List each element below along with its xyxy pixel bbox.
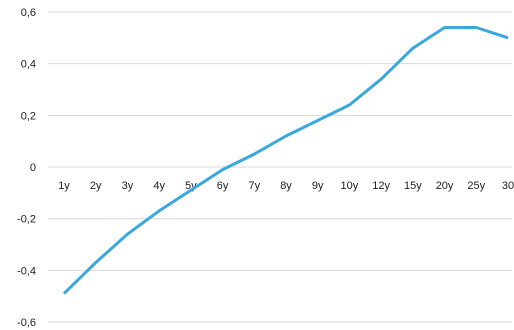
x-axis-tick-labels: 1y 2y 3y 4y 5y 6y 7y 8y 9y 10y 12y 15y 20y 25y 30 [58,180,514,192]
x-tick-label: 7y [248,180,260,192]
x-tick-label: 10y [341,180,359,192]
x-tick-label: 9y [312,180,324,192]
x-tick-label: 3y [122,180,134,192]
x-tick-label: 8y [280,180,292,192]
x-tick-label: 12y [372,180,390,192]
x-tick-label: 1y [58,180,70,192]
y-tick-label: 0,4 [21,59,36,71]
x-tick-label: 20y [436,180,454,192]
x-tick-label: 2y [90,180,102,192]
series-layer [62,26,509,295]
y-tick-label: -0,2 [17,214,36,226]
gridlines [48,11,512,323]
x-tick-label: 4y [153,180,165,192]
y-tick-label: 0,2 [21,110,36,122]
y-tick-label: -0,6 [17,317,36,329]
y-tick-label: 0 [30,162,36,174]
y-axis-tick-labels: 0,6 0,4 0,2 0 -0,2 -0,4 -0,6 [17,7,36,329]
y-tick-label: -0,4 [17,265,36,277]
y-tick-label: 0,6 [21,7,36,19]
x-tick-label: 25y [467,180,485,192]
x-tick-label: 6y [217,180,229,192]
x-tick-label: 30 [502,180,514,192]
series-line [62,26,509,295]
x-tick-label: 15y [404,180,422,192]
